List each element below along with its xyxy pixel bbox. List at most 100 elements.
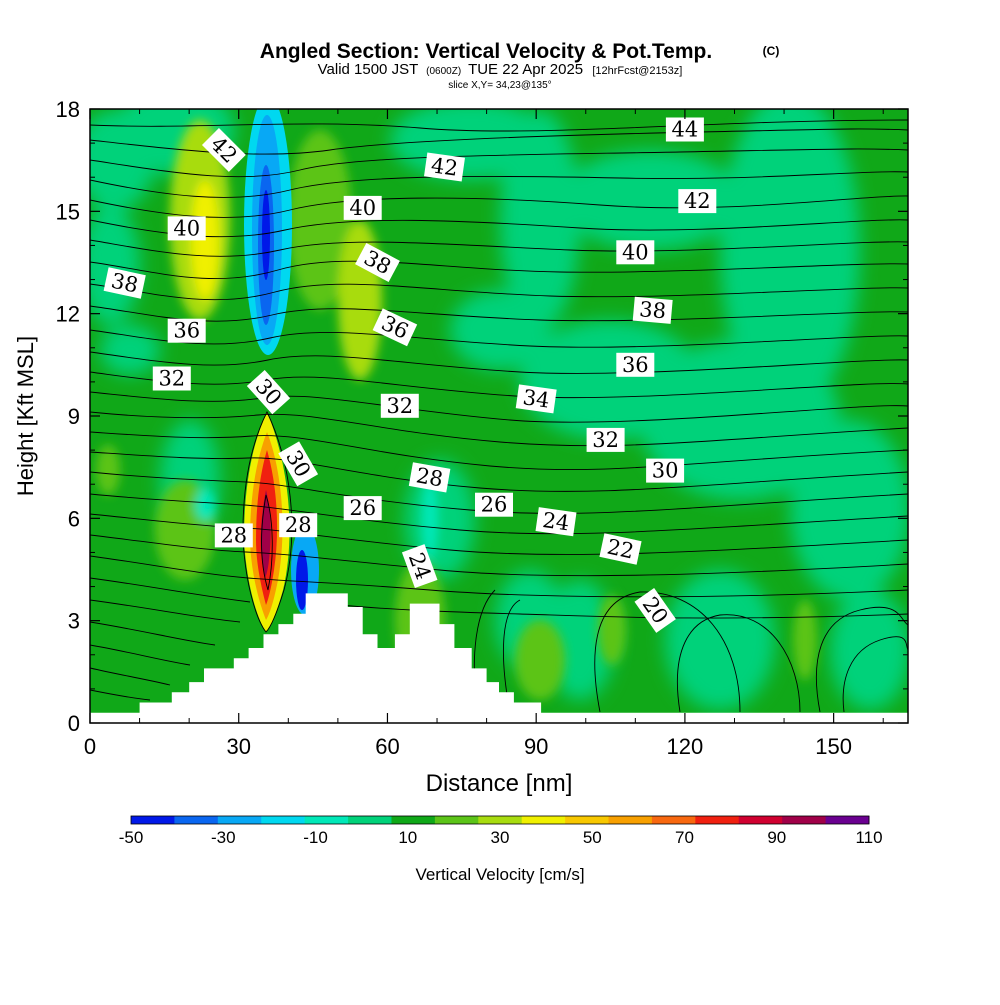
colorbar-swatch: [174, 816, 219, 824]
contour-label: 40: [167, 216, 206, 241]
valid-date: TUE 22 Apr 2025: [468, 61, 583, 78]
contour-label-text: 26: [349, 496, 376, 520]
contour-label-box: [475, 492, 513, 517]
field-region: [450, 290, 550, 370]
contour-label-box: [201, 127, 246, 172]
contour-line: [90, 689, 151, 701]
contour-label-text: 32: [158, 367, 185, 391]
field-region: [100, 325, 160, 375]
colorbar-swatch: [521, 816, 566, 824]
field-region: [195, 489, 215, 521]
contour-label: 22: [599, 533, 642, 565]
colorbar-tick-label: 10: [398, 828, 417, 847]
contour-label-box: [424, 152, 465, 182]
contour-label-text: 44: [672, 118, 699, 142]
contour-label: 42: [424, 152, 465, 182]
valid-zulu: (0600Z): [426, 66, 461, 77]
colorbar-swatch: [651, 816, 696, 824]
y-tick-label: 6: [68, 506, 80, 531]
contour-label: 42: [678, 189, 717, 214]
x-tick-label: 150: [815, 734, 852, 759]
contour-label-text: 28: [220, 523, 247, 547]
colorbar-swatch: [261, 816, 306, 824]
field-region: [720, 109, 860, 410]
contour-label: 28: [279, 513, 318, 538]
x-tick-label: 90: [524, 734, 548, 759]
colorbar-tick-label: -50: [119, 828, 144, 847]
contour-label-box: [616, 240, 655, 265]
contour-line: [90, 391, 908, 423]
x-tick-label: 120: [667, 734, 704, 759]
contour-label: 36: [616, 352, 655, 377]
field-region: [515, 620, 565, 700]
contour-label-box: [380, 393, 419, 418]
contour-label-text: 26: [481, 493, 508, 517]
contour-line: [90, 371, 908, 399]
contour-line: [90, 534, 908, 577]
field-region: [500, 110, 580, 330]
x-tick-label: 60: [375, 734, 399, 759]
x-axis-label: Distance [nm]: [426, 770, 573, 797]
contour-label-box: [343, 496, 382, 521]
contour-line: [90, 555, 908, 598]
contour-label-text: 24: [541, 508, 571, 535]
contour-label-box: [214, 523, 253, 548]
contour-line: [90, 351, 908, 374]
chart-header: Angled Section: Vertical Velocity & Pot.…: [260, 40, 780, 91]
contour-label: 32: [152, 366, 191, 391]
contour-label-box: [152, 366, 191, 391]
colorbar-swatch: [782, 816, 827, 824]
colorbar-tick-label: 30: [491, 828, 510, 847]
field-region: [665, 570, 775, 710]
contour-label-box: [586, 427, 625, 452]
field-region: [288, 130, 352, 310]
contour-label-box: [355, 242, 400, 283]
colorbar-label: Vertical Velocity [cm/s]: [415, 865, 584, 884]
field-region: [830, 590, 908, 710]
contour-line: [90, 329, 908, 348]
contour-label-box: [372, 308, 418, 347]
field-region: [90, 110, 155, 210]
contour-line: [90, 195, 908, 218]
contour-label: 26: [343, 496, 382, 521]
contour-label-text: 38: [109, 268, 140, 297]
contour-label: 38: [632, 296, 673, 324]
contour-label-text: 28: [285, 513, 312, 537]
contour-line: [90, 431, 908, 471]
contour-label-box: [665, 117, 704, 142]
contour-line: [90, 451, 908, 492]
field-region: [598, 595, 626, 665]
contour-label-box: [515, 384, 557, 414]
contour-label: 30: [646, 458, 685, 483]
colorbar-swatch: [391, 816, 436, 824]
contour-line: [90, 260, 908, 280]
contour-label: 38: [103, 267, 146, 299]
y-axis-label: Height [Kft MSL]: [13, 336, 38, 496]
contour-label-box: [279, 513, 318, 538]
contour-line: [90, 621, 216, 646]
colorbar-tick-label: 70: [675, 828, 694, 847]
contour-label-box: [343, 195, 382, 220]
contour-label-text: 32: [592, 428, 619, 452]
downdraft-peak: [262, 190, 270, 280]
contour-label-box: [278, 441, 319, 487]
contour-label-box: [646, 458, 685, 483]
contour-label-box: [634, 587, 676, 633]
chart-subtitle: Valid 1500 JST (0600Z) TUE 22 Apr 2025 […: [318, 61, 683, 78]
y-tick-label: 18: [56, 97, 80, 122]
contour-label: 28: [214, 523, 253, 548]
contour-label-text: 40: [349, 196, 376, 220]
contour-label-box: [535, 507, 577, 537]
colorbar-swatch: [825, 816, 870, 824]
colorbar-swatch: [478, 816, 523, 824]
copyright-mark: (C): [763, 44, 780, 58]
contour-label: 36: [167, 318, 206, 343]
colorbar-tick-label: 110: [855, 828, 882, 847]
contour-label: 40: [616, 240, 655, 265]
contour-line: [90, 493, 908, 535]
y-tick-label: 12: [56, 302, 80, 327]
contour-label-text: 30: [652, 459, 679, 483]
terrain-mask: [90, 593, 908, 723]
contour-label: 34: [515, 384, 557, 414]
